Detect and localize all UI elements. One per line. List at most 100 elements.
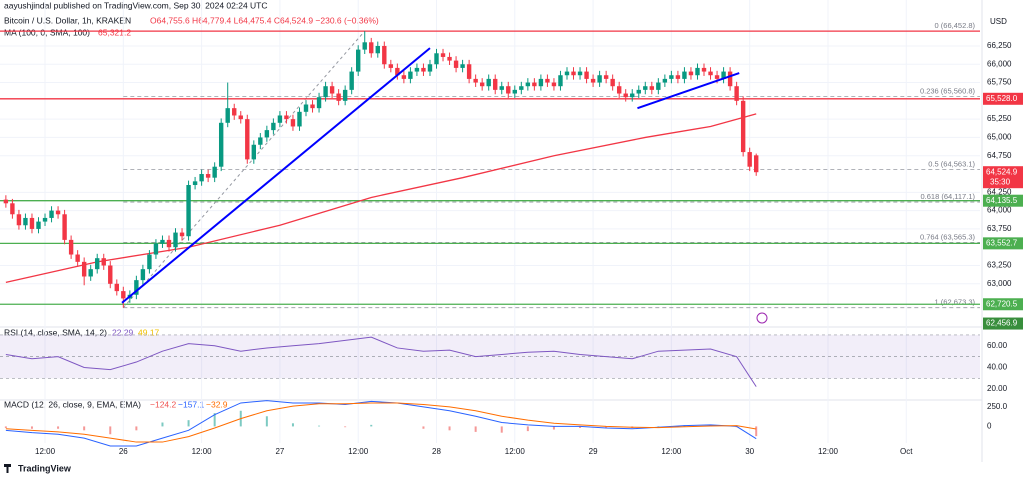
x-tick-label: 29 [589,447,598,456]
fib-line [122,30,366,309]
candle-body [75,254,80,262]
candle-body [675,75,681,79]
y-tick-label: 64,750 [987,151,1012,160]
price-box [983,166,1023,189]
macd-histogram [755,426,758,437]
macd-title: MACD (12, 26, close, 9, EMA, EMA) [4,399,141,409]
candle-body [232,108,237,116]
candle-body [238,115,243,120]
candle-body [388,64,394,68]
candle-body [81,261,87,277]
candle-body [95,258,100,270]
x-tick-label: 27 [275,447,284,456]
candle-body [427,64,433,72]
x-tick-label: 30 [745,447,754,456]
candle-body [558,75,563,87]
price-box-label: 64,135.5 [986,196,1018,205]
candle-body [636,89,641,94]
macd-histogram [161,422,164,427]
ma-value: 65,321.2 [98,27,131,37]
candle-body [499,86,504,90]
candle-body [440,53,446,57]
macd-histogram [4,426,7,428]
candle-body [160,239,165,244]
candle-body [486,78,491,87]
price-box [983,194,1023,207]
price-box-label: 62,456.9 [986,319,1018,328]
candle-body [225,108,230,123]
candle-body [166,239,172,248]
price-box-label: 63,552.7 [986,238,1018,247]
candle-body [714,75,720,79]
currency: USD [990,17,1007,26]
macd-histogram [605,426,608,428]
candle-body [564,71,570,76]
rsi-readout: 49.17 [138,327,160,337]
x-tick-label: 12:00 [661,447,682,456]
candle-body [342,89,348,101]
macd-histogram [30,426,33,429]
candle-body [688,71,694,76]
candle-body [395,67,400,76]
candle-body [362,42,367,50]
candle-body [179,232,185,237]
candle-body [23,217,28,226]
candle-body [134,280,139,295]
event-icon [756,312,768,324]
candle-body [49,210,54,218]
candle-body [42,217,48,222]
candle-body [493,78,498,90]
candle-body [460,64,465,68]
candle-body [218,122,224,167]
candle-body [173,232,178,248]
candle-body [329,86,335,94]
macd-histogram [448,426,451,431]
candle-body [643,86,648,90]
fib-label: 0.5 (64,563.1) [928,159,975,168]
candle-body [114,283,119,292]
signal-line [5,402,757,443]
candle-body [205,174,211,178]
candle-body [36,221,41,229]
candle-body [584,71,589,79]
candle-body [212,166,217,178]
x-tick-label: 28 [432,447,441,456]
candle-body [186,185,191,237]
candle-body [603,75,609,79]
candle-body [695,67,700,76]
rsi-title: RSI (14, close, SMA, 14, 2) [4,327,107,337]
x-tick-label: 12:00 [192,447,213,456]
macd-readout: −157.1 [178,399,205,409]
candle-body [336,93,341,101]
rsi-tick-label: 60.00 [987,341,1008,350]
candle-body [538,78,544,87]
candle-body [3,199,9,204]
macd-histogram [474,426,477,432]
candle-body [310,104,315,109]
candle-body [10,203,15,215]
macd-histogram [57,426,60,429]
candle-body [414,67,420,72]
y-tick-label: 65,000 [987,133,1012,142]
y-tick-label: 63,250 [987,261,1012,270]
candle-body [147,254,152,270]
candle-body [316,97,322,109]
candle-body [512,89,517,94]
ma-legend: MA (100, 0, SMA, 100) [4,27,90,37]
candle-body [29,217,35,229]
candle-body [277,115,283,123]
candle-body [506,86,511,94]
candle-body [623,93,628,98]
macd-histogram [552,426,555,430]
macd-histogram [526,426,529,432]
y-tick-label: 64,000 [987,206,1012,215]
candle-body [453,60,459,68]
candle-body [747,152,752,167]
candle-body [669,75,674,79]
price-box [983,317,1023,330]
candle-body [323,86,328,98]
x-tick-label: Oct [900,447,913,456]
candle-body [551,82,557,87]
candle-body [284,115,289,120]
